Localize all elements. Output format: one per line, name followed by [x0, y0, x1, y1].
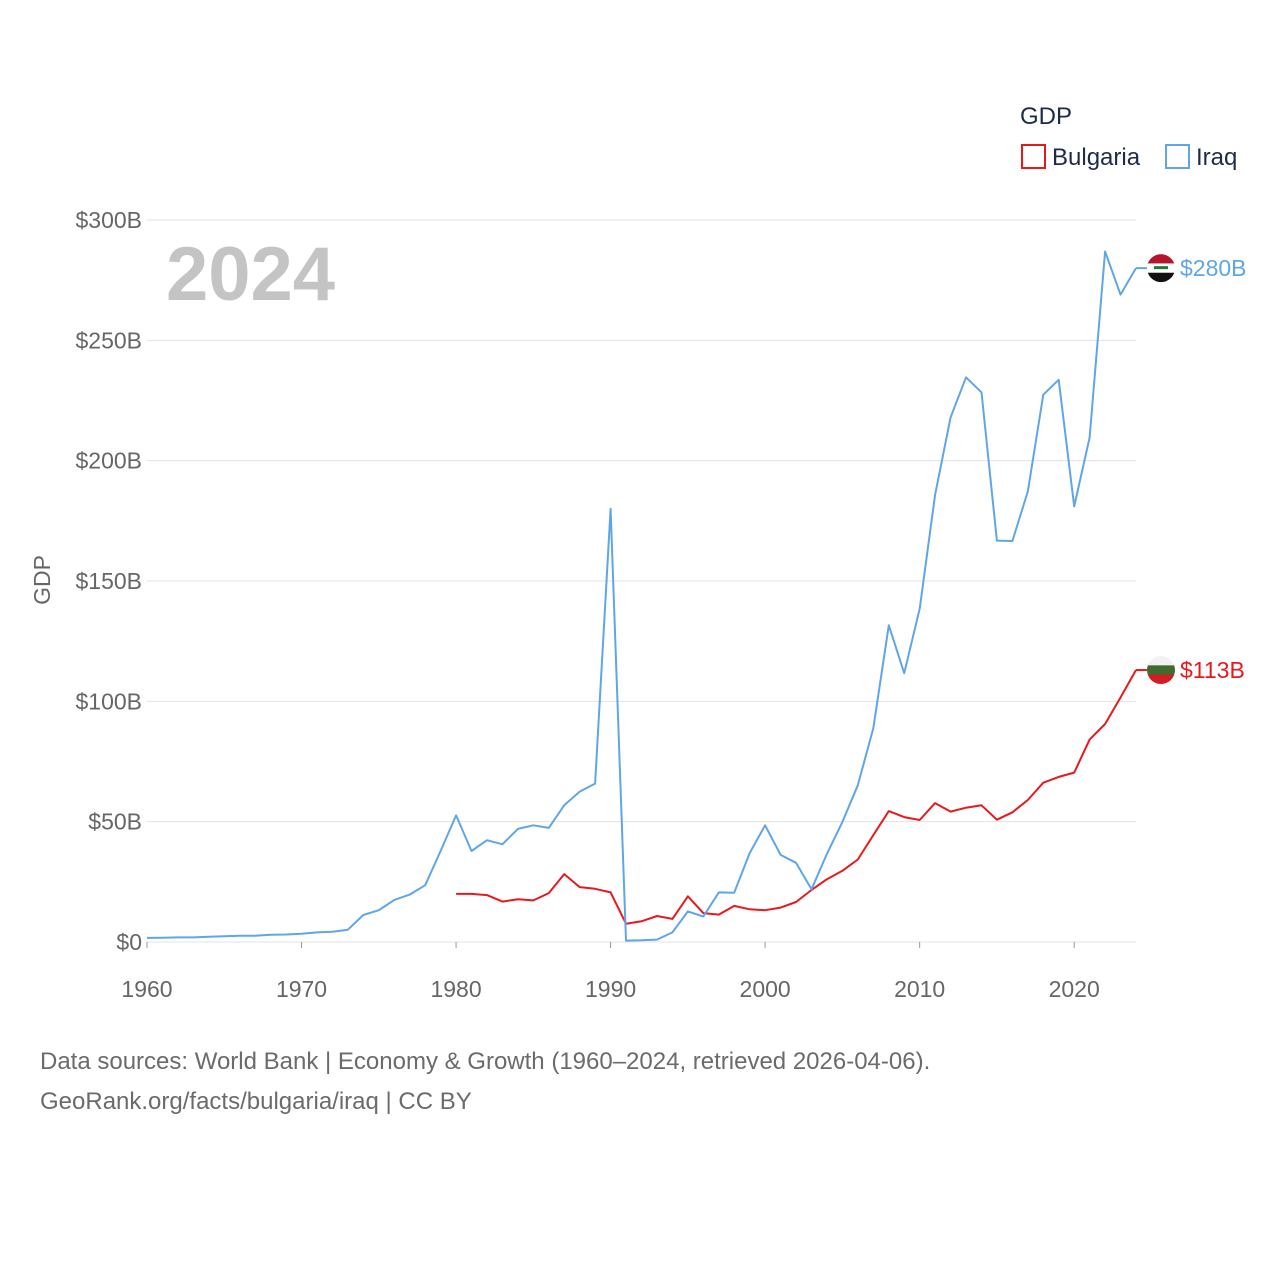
- y-tick-label: $0: [116, 929, 142, 955]
- y-axis-title: GDP: [29, 555, 55, 605]
- x-axis-ticks: 1960 1970 1980 1990 2000 2010 2020: [121, 942, 1100, 1002]
- legend-swatch-iraq: [1165, 144, 1190, 169]
- y-tick-label: $50B: [88, 809, 142, 835]
- legend: GDP Bulgaria Iraq: [1020, 103, 1237, 171]
- end-markers: $113B $280B: [1136, 254, 1247, 685]
- source-line: Data sources: World Bank | Economy & Gro…: [40, 1048, 931, 1075]
- legend-label-bulgaria: Bulgaria: [1052, 144, 1141, 171]
- legend-item-bulgaria[interactable]: Bulgaria: [1021, 144, 1141, 171]
- x-tick-label: 2010: [894, 976, 945, 1002]
- y-tick-label: $150B: [75, 568, 142, 594]
- x-tick-label: 1990: [585, 976, 636, 1002]
- y-tick-label: $300B: [75, 207, 142, 233]
- y-tick-label: $100B: [75, 688, 142, 714]
- year-watermark: 2024: [166, 232, 335, 317]
- x-tick-label: 1970: [276, 976, 327, 1002]
- x-tick-label: 2000: [740, 976, 791, 1002]
- license-line: GeoRank.org/facts/bulgaria/iraq | CC BY: [40, 1088, 472, 1115]
- bulgaria-flag-icon: [1147, 656, 1175, 685]
- legend-swatch-bulgaria: [1021, 144, 1046, 169]
- series-lines: [146, 250, 1137, 942]
- y-tick-label: $200B: [75, 448, 142, 474]
- source-footer: Data sources: World Bank | Economy & Gro…: [40, 1042, 1240, 1122]
- grid-lines: [147, 219, 1136, 943]
- iraq-flag-icon: [1147, 254, 1175, 283]
- legend-title: GDP: [1020, 103, 1072, 130]
- x-tick-label: 1980: [430, 976, 481, 1002]
- y-axis-ticks: $0 $50B $100B $150B $200B $250B $300B: [75, 207, 142, 955]
- legend-item-iraq[interactable]: Iraq: [1165, 144, 1237, 171]
- x-tick-label: 2020: [1049, 976, 1100, 1002]
- x-tick-label: 1960: [121, 976, 172, 1002]
- series-line-bulgaria[interactable]: [456, 669, 1137, 925]
- gdp-line-chart: $0 $50B $100B $150B $200B $250B $300B 1960 1970…: [29, 103, 1247, 1002]
- end-value-label-bulgaria: $113B: [1180, 657, 1245, 683]
- legend-label-iraq: Iraq: [1196, 144, 1237, 171]
- end-value-label-iraq: $280B: [1180, 255, 1247, 281]
- y-tick-label: $250B: [75, 327, 142, 353]
- series-line-iraq[interactable]: [146, 250, 1137, 942]
